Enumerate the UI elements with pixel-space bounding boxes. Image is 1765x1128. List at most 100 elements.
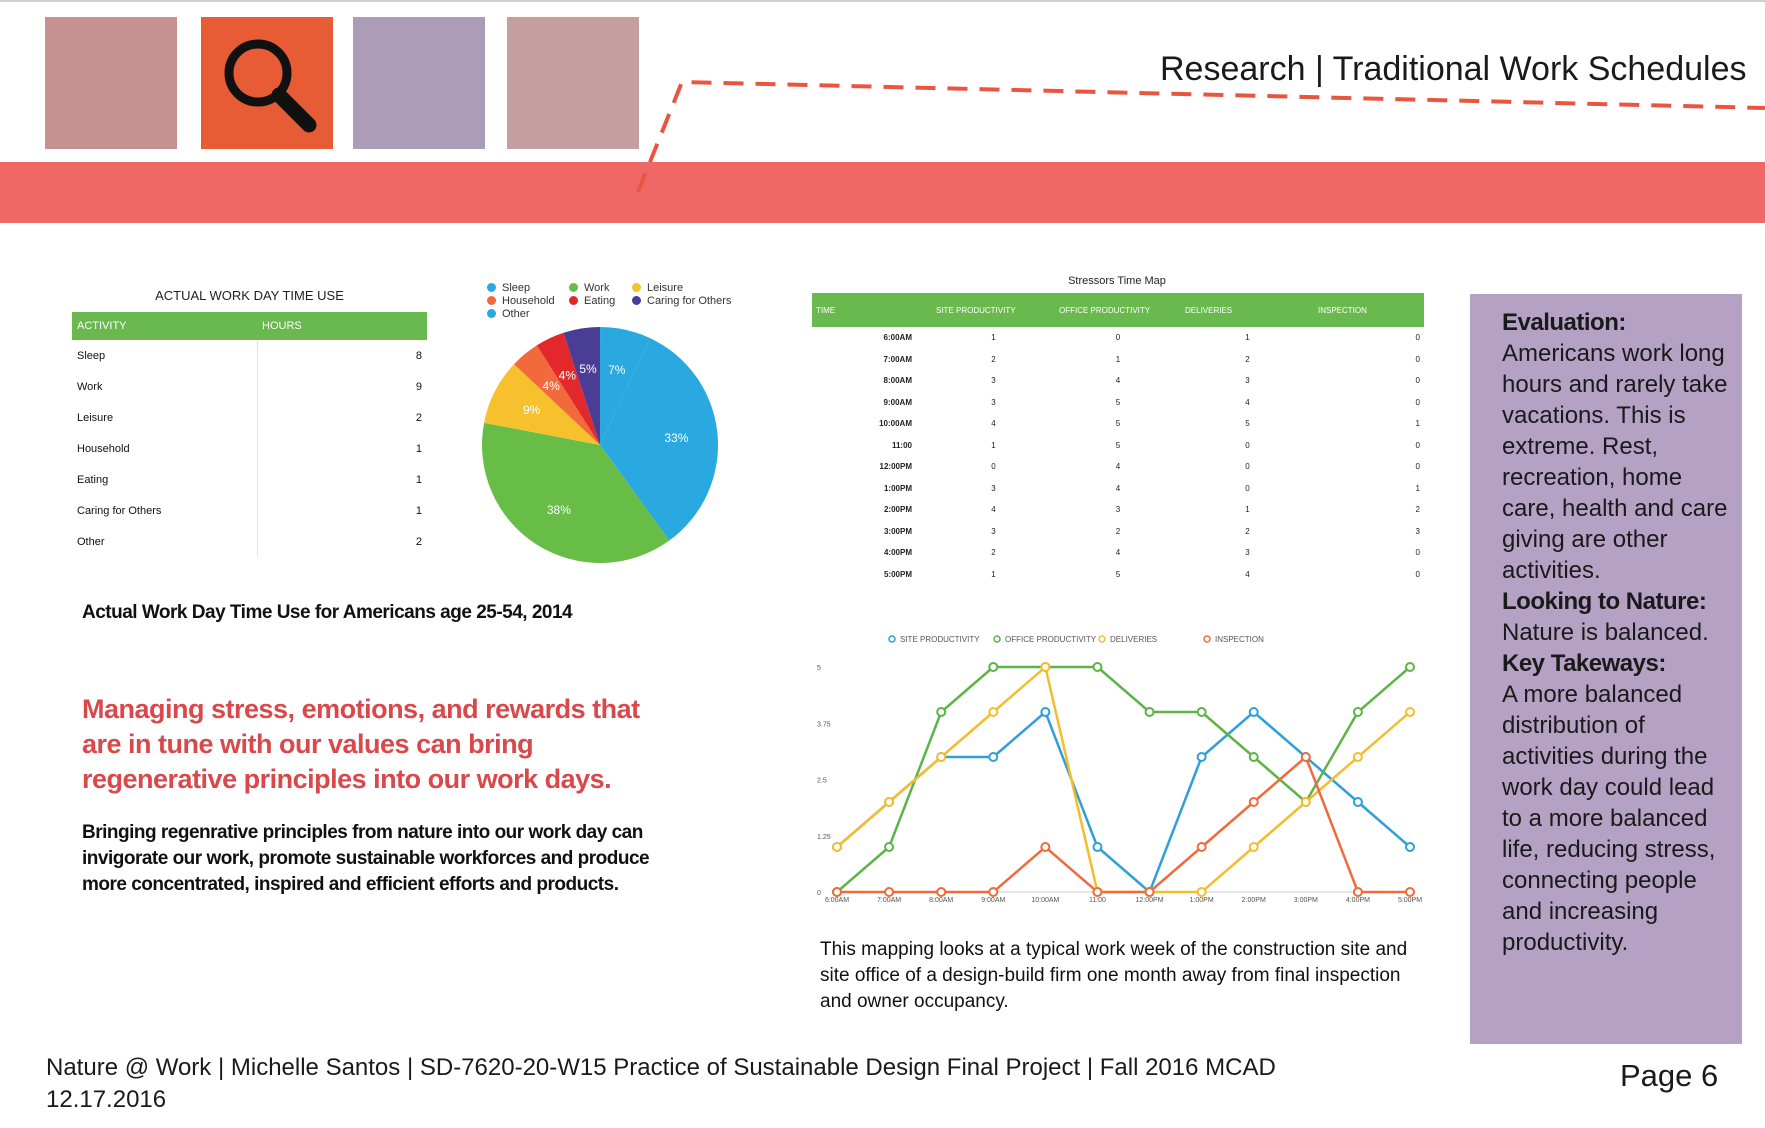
evaluation-text: Evaluation: Americans work long hours an… [1502,307,1737,958]
value-cell: 3 [1415,526,1420,536]
time-cell: 1:00PM [883,483,912,493]
value-cell: 3 [991,526,996,536]
header-tile-4 [507,17,639,149]
value-cell: 2 [991,354,996,364]
evaluation-heading: Evaluation: [1502,309,1626,336]
evaluation-body: Americans work long hours and rarely tak… [1502,340,1728,584]
value-cell: 5 [1245,419,1250,429]
data-point [1405,842,1415,852]
value-cell: 0 [1415,462,1420,472]
data-point [1144,887,1155,897]
hours-cell: 2 [256,402,427,433]
value-cell: 3 [991,376,996,386]
table-row: 11:00 1 5 0 0 [812,435,1424,457]
x-tick-label: 8:00AM [929,897,953,904]
value-cell: 2 [1415,505,1420,515]
value-cell: 3 [991,397,996,407]
x-tick-label: 5:00PM [1398,897,1422,904]
value-cell: 4 [991,419,996,429]
data-point [988,752,999,762]
value-cell: 0 [991,462,996,472]
x-tick-label: 12:00PM [1136,897,1164,904]
activity-cell: Sleep [77,349,106,362]
data-point [1144,707,1155,717]
data-point [1092,842,1103,852]
data-point [1040,662,1051,672]
data-point [1352,797,1363,807]
time-cell: 8:00AM [883,376,912,386]
legend-label: DELIVERIES [1110,635,1157,644]
data-point [988,887,999,897]
value-cell: 1 [1415,483,1420,493]
table-row: 6:00AM 1 0 1 0 [812,327,1424,349]
data-point [832,842,842,852]
top-rule [0,0,1765,2]
hours-cell: 9 [256,371,427,402]
table-row: 12:00PM 0 4 0 0 [812,456,1424,478]
table-row: 2:00PM 4 3 1 2 [812,499,1424,521]
legend-marker [1203,635,1211,643]
data-point [884,842,895,852]
table-row: 9:00AM 3 5 4 0 [812,392,1424,414]
data-point [1248,797,1259,807]
activity-cell: Other [77,535,105,548]
pie-label: 9% [523,403,541,417]
value-cell: 1 [1245,505,1250,515]
column-header: INSPECTION [1314,293,1424,327]
activity-cell: Leisure [77,411,114,424]
x-tick-label: 6:00AM [825,897,849,904]
value-cell: 0 [1415,569,1420,579]
y-tick-label: 1.25 [817,834,831,841]
column-header: HOURS [257,312,427,340]
value-cell: 5 [1115,419,1121,429]
pie-label: 4% [542,379,560,393]
pie-slice-household [513,345,600,445]
hours-cell: 1 [256,464,427,495]
value-cell: 1 [991,440,996,450]
data-point [1040,842,1051,852]
data-point [988,662,999,672]
data-point [832,887,842,897]
data-point [1248,707,1259,717]
y-tick-label: 2.5 [817,778,827,785]
data-point [1248,752,1259,762]
activity-cell: Caring for Others [77,504,162,517]
time-cell: 9:00AM [883,397,912,407]
time-use-caption: Actual Work Day Time Use for Americans a… [82,602,573,623]
value-cell: 0 [1415,440,1420,450]
header-tile-3 [353,17,485,149]
data-point [884,887,895,897]
data-point [884,797,895,807]
table-row: Leisure 2 [72,402,427,433]
table-row: 1:00PM 3 4 0 1 [812,478,1424,500]
data-point [1352,752,1363,762]
time-cell: 4:00PM [883,548,912,558]
activity-cell: Household [77,442,130,455]
data-point [1405,887,1415,897]
value-cell: 4 [1115,376,1121,386]
hours-cell: 1 [256,495,427,526]
footer-credits: Nature @ Work | Michelle Santos | SD-762… [46,1054,1276,1081]
table-row: Household 1 [72,433,427,464]
body-text: Bringing regenrative principles from nat… [82,822,650,895]
x-tick-label: 2:00PM [1242,897,1266,904]
value-cell: 4 [1115,462,1121,472]
x-tick-label: 4:00PM [1346,897,1370,904]
time-use-pie-chart: 33%38%9%4%4% 5% 7% [482,327,718,563]
x-tick-label: 7:00AM [877,897,901,904]
data-point [988,707,999,717]
series-line [836,664,1411,894]
table-row: Work 9 [72,371,427,402]
value-cell: 0 [1245,440,1250,450]
pie-slice-work [482,422,670,563]
table-row: 5:00PM 1 5 4 0 [812,564,1424,586]
stressors-title: Stressors Time Map [1068,275,1166,287]
pie-slice-eating [536,332,600,445]
pie-slice-other [600,327,651,445]
data-point [936,887,947,897]
time-use-header-row: ACTIVITY HOURS [72,312,427,340]
data-point [1196,887,1207,897]
legend-marker [993,635,1001,643]
takeaways-body: A more balanced distribution of activiti… [1502,681,1716,956]
data-point [1196,752,1207,762]
